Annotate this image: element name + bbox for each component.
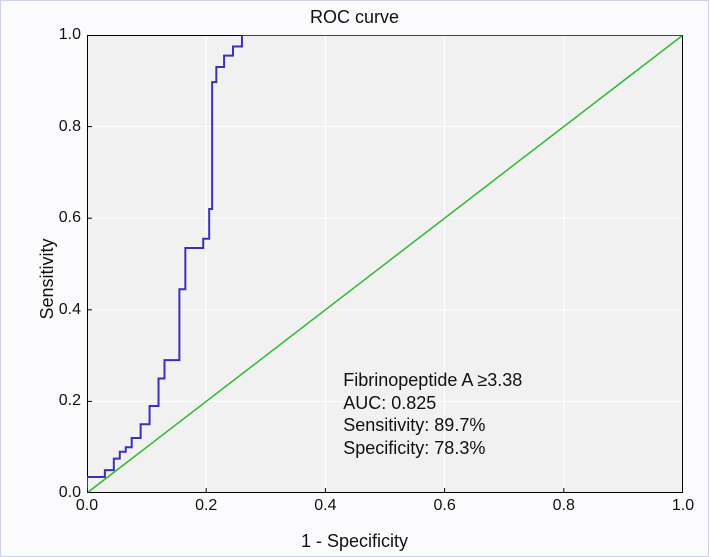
x-axis-label: 1 - Specificity: [1, 531, 708, 552]
y-tick-label: 0.4: [45, 301, 81, 319]
annotation-text: Fibrinopeptide A ≥3.38AUC: 0.825Sensitiv…: [343, 369, 522, 459]
annotation-line: AUC: 0.825: [343, 392, 522, 415]
x-tick-label: 0.2: [195, 497, 217, 515]
x-tick-label: 0.8: [553, 497, 575, 515]
x-tick-label: 0.6: [433, 497, 455, 515]
annotation-line: Fibrinopeptide A ≥3.38: [343, 369, 522, 392]
y-tick-label: 0.8: [45, 118, 81, 136]
y-tick-label: 0.6: [45, 209, 81, 227]
annotation-line: Sensitivity: 89.7%: [343, 414, 522, 437]
x-tick-label: 1.0: [672, 497, 694, 515]
chart-title: ROC curve: [1, 7, 708, 28]
annotation-line: Specificity: 78.3%: [343, 437, 522, 460]
x-tick-label: 0.4: [314, 497, 336, 515]
y-tick-label: 1.0: [45, 26, 81, 44]
chart-frame: ROC curve Sensitivity 1 - Specificity 0.…: [0, 0, 709, 557]
y-tick-label: 0.0: [45, 484, 81, 502]
y-tick-label: 0.2: [45, 392, 81, 410]
